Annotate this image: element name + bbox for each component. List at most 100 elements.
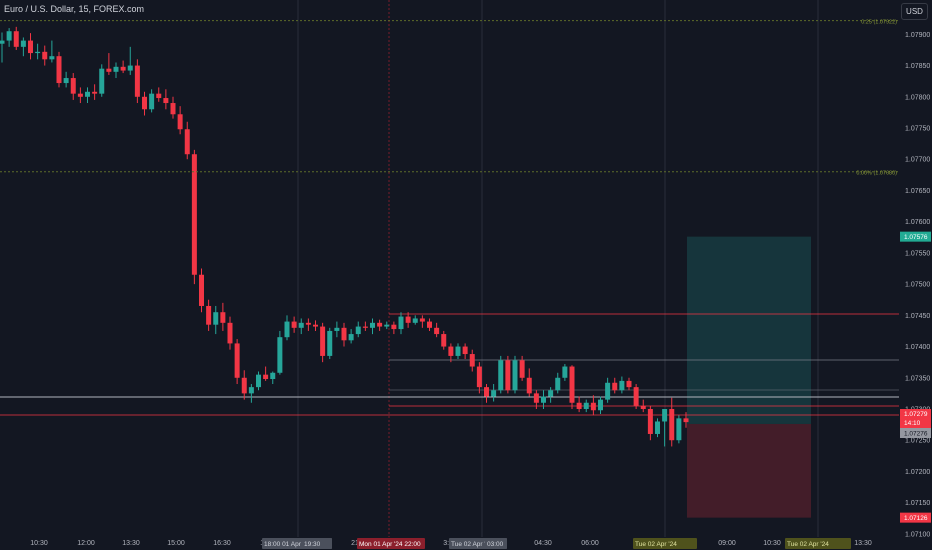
candle-body[interactable]	[655, 421, 660, 434]
candle-body[interactable]	[270, 372, 276, 380]
candle-body[interactable]	[469, 354, 475, 367]
candle-body[interactable]	[163, 98, 169, 104]
candle-body[interactable]	[85, 91, 90, 97]
candle-body[interactable]	[533, 393, 539, 403]
candle-body[interactable]	[134, 65, 140, 97]
candle-body[interactable]	[149, 93, 155, 110]
candle-body[interactable]	[327, 330, 333, 356]
candle-body[interactable]	[590, 402, 596, 411]
candle-body[interactable]	[377, 322, 383, 327]
candle-body[interactable]	[142, 96, 147, 110]
candle-body[interactable]	[0, 40, 5, 44]
candle-body[interactable]	[576, 402, 582, 409]
candle-body[interactable]	[555, 377, 561, 391]
candle-body[interactable]	[99, 68, 105, 94]
candle-body[interactable]	[305, 322, 311, 325]
candle-body[interactable]	[184, 129, 190, 155]
candle-body[interactable]	[434, 327, 440, 335]
candle-body[interactable]	[177, 114, 183, 130]
candle-body[interactable]	[348, 334, 354, 341]
candle-body[interactable]	[441, 334, 447, 347]
candle-body[interactable]	[35, 51, 41, 54]
candle-body[interactable]	[498, 360, 504, 391]
candle-body[interactable]	[484, 387, 489, 397]
candle-body[interactable]	[619, 380, 625, 391]
currency-button[interactable]: USD	[901, 3, 928, 20]
candle-body[interactable]	[156, 93, 162, 99]
profit-zone[interactable]	[687, 236, 811, 424]
candle-body[interactable]	[505, 360, 511, 391]
candle-body[interactable]	[227, 322, 233, 344]
candle-body[interactable]	[206, 305, 212, 325]
candle-body[interactable]	[462, 346, 468, 355]
candle-body[interactable]	[662, 408, 668, 422]
candle-body[interactable]	[49, 56, 55, 60]
candle-body[interactable]	[277, 337, 283, 373]
candle-body[interactable]	[676, 418, 682, 441]
candle-body[interactable]	[633, 387, 639, 406]
candle-body[interactable]	[391, 324, 397, 330]
candle-body[interactable]	[548, 390, 554, 397]
candle-body[interactable]	[640, 405, 646, 409]
candle-body[interactable]	[598, 399, 603, 411]
candle-body[interactable]	[370, 322, 375, 328]
loss-zone[interactable]	[687, 423, 811, 518]
candle-body[interactable]	[70, 78, 76, 94]
candle-body[interactable]	[220, 312, 226, 323]
candle-body[interactable]	[56, 56, 62, 84]
candle-body[interactable]	[113, 66, 119, 72]
candle-body[interactable]	[170, 103, 176, 115]
candle-body[interactable]	[683, 418, 689, 423]
candle-body[interactable]	[248, 387, 254, 394]
candle-body[interactable]	[647, 408, 653, 434]
candle-body[interactable]	[412, 318, 418, 323]
candle-body[interactable]	[491, 390, 497, 397]
candle-body[interactable]	[241, 377, 247, 394]
candle-body[interactable]	[526, 377, 532, 394]
candle-body[interactable]	[626, 380, 632, 388]
candle-body[interactable]	[127, 65, 133, 71]
price-axis-bg[interactable]	[899, 0, 932, 550]
candle-body[interactable]	[291, 321, 297, 328]
candle-body[interactable]	[341, 327, 347, 341]
candle-body[interactable]	[256, 374, 261, 388]
candle-body[interactable]	[476, 366, 482, 388]
candle-body[interactable]	[313, 324, 318, 327]
candle-body[interactable]	[284, 321, 290, 338]
candle-body[interactable]	[455, 346, 461, 356]
candle-body[interactable]	[569, 366, 575, 403]
candle-body[interactable]	[562, 366, 568, 378]
candle-body[interactable]	[512, 360, 518, 391]
candle-body[interactable]	[541, 396, 546, 403]
candle-body[interactable]	[519, 360, 525, 378]
candle-body[interactable]	[28, 40, 33, 54]
candle-body[interactable]	[298, 322, 304, 328]
candle-body[interactable]	[669, 408, 675, 441]
candle-body[interactable]	[92, 91, 98, 94]
candle-body[interactable]	[120, 66, 126, 71]
candle-body[interactable]	[419, 318, 425, 322]
candle-body[interactable]	[384, 324, 390, 327]
candle-body[interactable]	[398, 316, 404, 330]
candle-body[interactable]	[234, 343, 240, 378]
candle-body[interactable]	[320, 326, 326, 356]
candle-body[interactable]	[213, 312, 219, 325]
candle-body[interactable]	[263, 374, 269, 380]
candle-body[interactable]	[63, 78, 69, 84]
candle-body[interactable]	[42, 51, 48, 60]
candle-body[interactable]	[427, 321, 432, 328]
candle-body[interactable]	[334, 327, 340, 331]
candle-body[interactable]	[605, 382, 611, 400]
candle-body[interactable]	[199, 274, 204, 306]
candle-body[interactable]	[20, 40, 26, 47]
candle-body[interactable]	[13, 31, 19, 47]
candle-body[interactable]	[6, 31, 12, 41]
candle-body[interactable]	[362, 326, 368, 328]
candle-body[interactable]	[191, 154, 197, 275]
candle-body[interactable]	[448, 346, 454, 356]
candle-body[interactable]	[355, 326, 361, 335]
candle-body[interactable]	[612, 382, 618, 391]
candle-body[interactable]	[77, 93, 83, 97]
candle-body[interactable]	[583, 402, 589, 409]
